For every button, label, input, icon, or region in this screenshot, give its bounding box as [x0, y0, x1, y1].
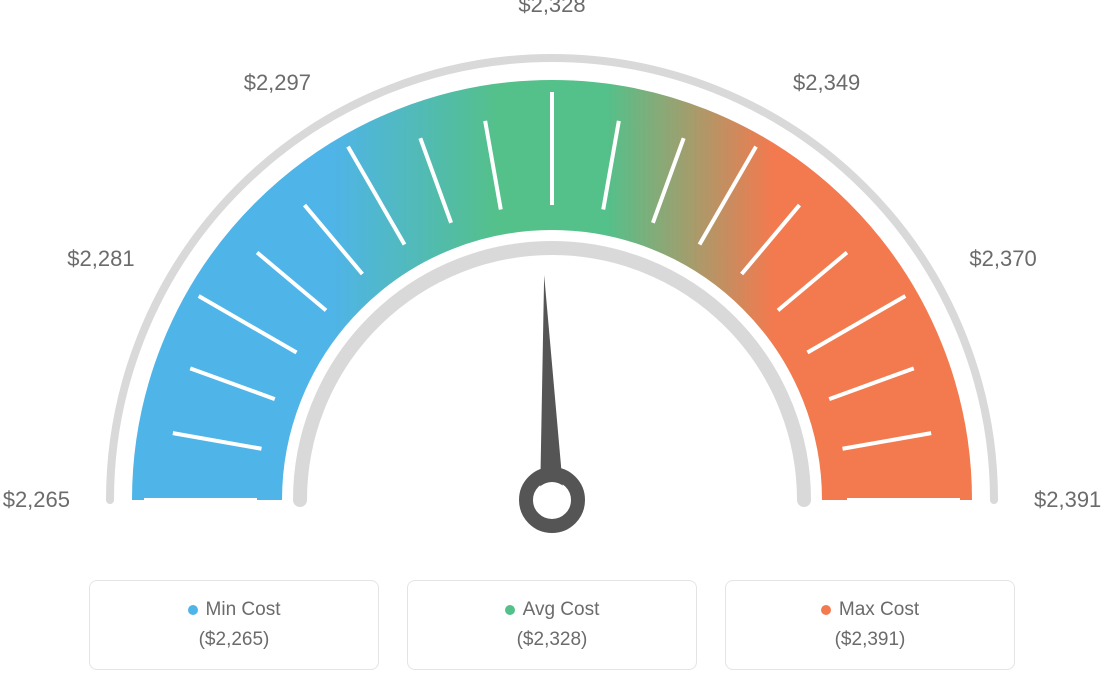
legend-value-min: ($2,265): [199, 629, 270, 651]
legend-value-max: ($2,391): [835, 629, 906, 651]
legend-dot-avg: [505, 605, 515, 615]
legend-card-min: Min Cost ($2,265): [89, 580, 379, 670]
gauge-tick-label: $2,391: [1034, 487, 1101, 513]
legend-dot-min: [188, 605, 198, 615]
gauge-svg: [52, 30, 1052, 570]
gauge-tick-label: $2,328: [518, 0, 585, 18]
legend-value-avg: ($2,328): [517, 629, 588, 651]
gauge-area: $2,265 $2,281 $2,297 $2,328 $2,349 $2,370 $2,3…: [0, 0, 1104, 560]
legend-card-max: Max Cost ($2,391): [725, 580, 1015, 670]
gauge-tick-label: $2,297: [244, 70, 311, 96]
gauge-tick-label: $2,349: [793, 70, 860, 96]
gauge-tick-label: $2,370: [969, 246, 1036, 272]
legend-title-max: Max Cost: [839, 599, 919, 621]
legend-card-avg: Avg Cost ($2,328): [407, 580, 697, 670]
legend-title-min: Min Cost: [206, 599, 281, 621]
legend-dot-max: [821, 605, 831, 615]
gauge-chart-container: $2,265 $2,281 $2,297 $2,328 $2,349 $2,370 $2,3…: [0, 0, 1104, 690]
gauge-tick-label: $2,265: [3, 487, 70, 513]
gauge-tick-label: $2,281: [67, 246, 134, 272]
legend-row: Min Cost ($2,265) Avg Cost ($2,328) Max …: [89, 580, 1015, 670]
legend-title-avg: Avg Cost: [523, 599, 600, 621]
